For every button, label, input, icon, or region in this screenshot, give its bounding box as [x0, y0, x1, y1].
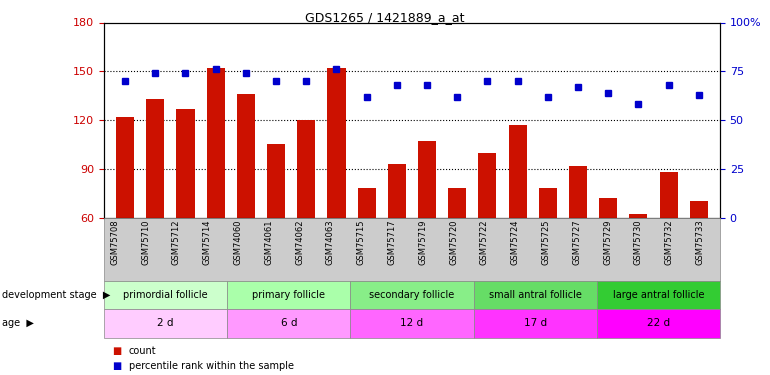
Text: 17 d: 17 d [524, 318, 547, 328]
Bar [599, 198, 618, 217]
Text: GSM75727: GSM75727 [572, 219, 581, 265]
Bar [206, 68, 225, 218]
Bar [629, 214, 648, 217]
Text: large antral follicle: large antral follicle [613, 290, 704, 300]
Text: 6 d: 6 d [280, 318, 297, 328]
Text: GSM75715: GSM75715 [357, 219, 366, 265]
Bar [690, 201, 708, 217]
Bar [297, 120, 316, 218]
Text: ■: ■ [112, 346, 121, 355]
Bar [418, 141, 436, 218]
Text: GSM74062: GSM74062 [295, 219, 304, 265]
Bar [448, 188, 467, 218]
Text: secondary follicle: secondary follicle [370, 290, 454, 300]
Bar [267, 144, 285, 218]
Text: development stage  ▶: development stage ▶ [2, 290, 110, 300]
Text: ■: ■ [112, 361, 121, 370]
Text: percentile rank within the sample: percentile rank within the sample [129, 361, 293, 370]
Text: 22 d: 22 d [647, 318, 670, 328]
Text: GDS1265 / 1421889_a_at: GDS1265 / 1421889_a_at [305, 11, 465, 24]
Text: count: count [129, 346, 156, 355]
Text: GSM75730: GSM75730 [634, 219, 643, 265]
Bar [357, 188, 376, 218]
Bar [569, 165, 587, 218]
Text: GSM75708: GSM75708 [110, 219, 119, 265]
Text: 2 d: 2 d [157, 318, 174, 328]
Bar [146, 99, 164, 218]
Text: GSM75722: GSM75722 [480, 219, 489, 265]
Text: primary follicle: primary follicle [253, 290, 325, 300]
Text: small antral follicle: small antral follicle [489, 290, 581, 300]
Text: GSM75720: GSM75720 [449, 219, 458, 265]
Bar [660, 172, 678, 217]
Text: GSM74061: GSM74061 [264, 219, 273, 265]
Text: GSM74063: GSM74063 [326, 219, 335, 265]
Text: GSM75729: GSM75729 [603, 219, 612, 265]
Text: 12 d: 12 d [400, 318, 424, 328]
Text: GSM75733: GSM75733 [695, 219, 705, 265]
Text: GSM75712: GSM75712 [172, 219, 181, 265]
Text: GSM75724: GSM75724 [511, 219, 520, 265]
Bar [327, 68, 346, 218]
Text: GSM75717: GSM75717 [387, 219, 397, 265]
Bar [539, 188, 557, 218]
Bar [176, 109, 195, 217]
Text: GSM75714: GSM75714 [203, 219, 212, 265]
Text: GSM74060: GSM74060 [233, 219, 243, 265]
Text: age  ▶: age ▶ [2, 318, 33, 328]
Bar [478, 153, 497, 218]
Bar [508, 125, 527, 217]
Text: GSM75732: GSM75732 [665, 219, 674, 265]
Text: GSM75719: GSM75719 [418, 219, 427, 265]
Bar [237, 94, 255, 218]
Text: GSM75725: GSM75725 [541, 219, 551, 265]
Text: GSM75710: GSM75710 [141, 219, 150, 265]
Bar [388, 164, 406, 218]
Bar [116, 117, 134, 218]
Text: primordial follicle: primordial follicle [123, 290, 208, 300]
